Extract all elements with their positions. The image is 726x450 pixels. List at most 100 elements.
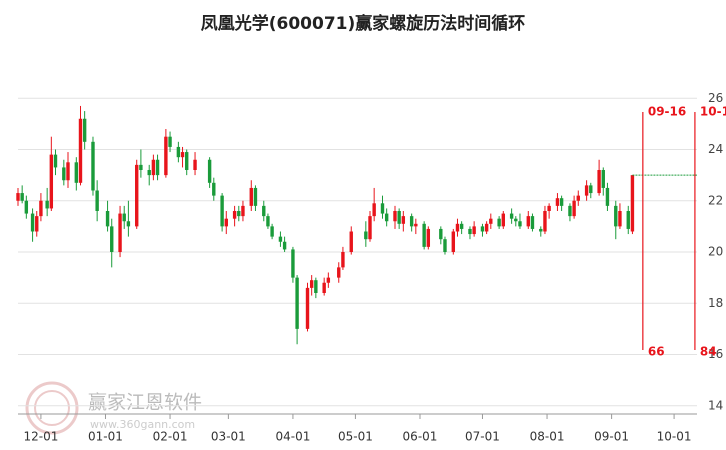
candle-body xyxy=(372,203,376,217)
candle-body xyxy=(262,205,266,217)
candle-body xyxy=(266,216,270,227)
candle-body xyxy=(147,170,151,176)
y-tick-label: 14 xyxy=(708,398,723,412)
cycle-date: 10-11 xyxy=(700,105,726,119)
candle-body xyxy=(597,170,601,194)
candle-body xyxy=(393,211,397,222)
candle-body xyxy=(547,205,551,211)
candle-body xyxy=(309,280,314,288)
watermark-logo xyxy=(25,381,79,435)
candle-body xyxy=(291,249,295,278)
candle-body xyxy=(110,226,114,252)
candle-body xyxy=(91,141,95,191)
y-tick-label: 24 xyxy=(708,142,723,156)
candle-body xyxy=(497,218,501,227)
candle-body xyxy=(401,216,406,224)
x-tick-label: 06-01 xyxy=(403,430,438,444)
candle-body xyxy=(270,226,274,237)
candle-body xyxy=(24,200,29,214)
candle-body xyxy=(168,136,172,147)
x-tick-label: 01-01 xyxy=(88,430,123,444)
y-tick-label: 22 xyxy=(708,193,723,207)
candle-body xyxy=(314,280,318,293)
candle-body xyxy=(122,213,126,222)
candle-body xyxy=(539,228,543,232)
candle-body xyxy=(414,223,418,227)
candle-body xyxy=(164,136,168,176)
candle-body xyxy=(468,228,472,235)
candle-body xyxy=(572,200,576,217)
candle-body xyxy=(605,187,610,206)
y-tick-label: 20 xyxy=(708,245,723,259)
candle-body xyxy=(601,170,605,188)
candle-body xyxy=(451,231,456,252)
candle-body xyxy=(526,216,530,227)
cycle-date: 09-16 xyxy=(648,105,686,119)
candle-body xyxy=(349,231,353,252)
candle-body xyxy=(368,216,372,240)
candle-body xyxy=(62,167,66,181)
candle-body xyxy=(180,152,185,158)
candle-body xyxy=(82,118,87,142)
candle-body xyxy=(241,205,245,217)
candle-body xyxy=(459,223,464,229)
candle-body xyxy=(224,218,228,227)
candle-body xyxy=(20,193,24,201)
candle-body xyxy=(364,231,368,240)
candle-body xyxy=(584,185,589,196)
candle-body xyxy=(220,195,224,227)
candle-body xyxy=(337,267,341,278)
candle-body xyxy=(105,211,110,227)
candle-body xyxy=(426,228,431,247)
candle-body xyxy=(514,218,518,222)
cycle-count: 66 xyxy=(648,345,665,359)
candle-body xyxy=(397,211,401,224)
candle-body xyxy=(472,226,476,235)
candle-body xyxy=(484,223,489,232)
candle-body xyxy=(480,226,485,232)
x-tick-label: 05-01 xyxy=(338,430,373,444)
candle-body xyxy=(322,282,326,293)
x-tick-label: 03-01 xyxy=(211,430,246,444)
y-tick-label: 18 xyxy=(708,296,723,310)
cycle-count: 84 xyxy=(700,345,717,359)
candle-body xyxy=(439,228,443,240)
candle-body xyxy=(455,223,460,232)
candle-body xyxy=(35,216,39,232)
candle-body xyxy=(341,252,345,268)
x-tick-label: 09-01 xyxy=(594,430,629,444)
logo-ring xyxy=(25,381,79,435)
watermark: 赢家江恩软件 xyxy=(88,392,202,414)
candle-body xyxy=(151,159,156,176)
candle-body xyxy=(176,146,181,158)
candle-body xyxy=(139,164,143,170)
x-tick-label: 07-01 xyxy=(465,430,500,444)
candle-body xyxy=(45,200,49,209)
candle-body xyxy=(380,203,385,214)
candle-body xyxy=(282,241,287,250)
candle-body xyxy=(576,195,580,201)
y-tick-label: 26 xyxy=(708,91,723,105)
candle-body xyxy=(559,198,564,206)
candle-body xyxy=(295,277,299,329)
candle-body xyxy=(126,221,131,227)
candle-body xyxy=(74,162,79,183)
candle-body xyxy=(501,213,505,227)
candle-body xyxy=(185,152,189,170)
candle-body xyxy=(409,216,414,227)
candle-body xyxy=(249,187,253,206)
candle-body xyxy=(78,118,83,183)
x-tick-label: 12-01 xyxy=(23,430,58,444)
chart-title: 凤凰光学(600071)赢家螺旋历法时间循环 xyxy=(201,13,526,34)
candle-body xyxy=(30,213,35,232)
candle-body xyxy=(278,236,283,242)
candle-body xyxy=(305,287,310,329)
candle-body xyxy=(543,211,547,232)
candle-body xyxy=(326,277,331,283)
candle-body xyxy=(66,162,70,181)
candle-body xyxy=(53,154,58,168)
candle-body xyxy=(443,239,447,252)
candle-body xyxy=(118,213,122,252)
logo-inner xyxy=(34,390,70,426)
candle-body xyxy=(49,154,54,209)
